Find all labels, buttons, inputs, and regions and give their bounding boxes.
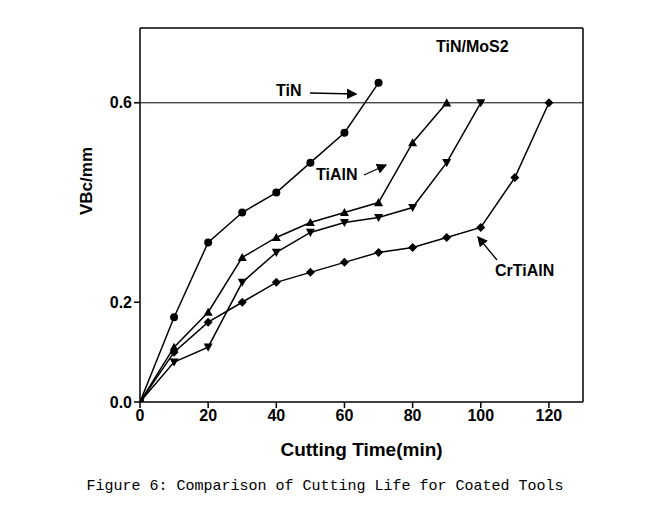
svg-text:20: 20 <box>199 407 217 424</box>
svg-text:0.2: 0.2 <box>110 294 132 311</box>
svg-text:Cutting Time(min): Cutting Time(min) <box>280 439 442 460</box>
svg-text:60: 60 <box>336 407 354 424</box>
html-text:CrTiAlN: CrTiAlN <box>495 262 555 279</box>
svg-text:80: 80 <box>404 407 422 424</box>
svg-text:100: 100 <box>467 407 494 424</box>
svg-text:40: 40 <box>267 407 285 424</box>
html-text:Figure 6: Comparison of Cuttin: Figure 6: Comparison of Cutting Life for… <box>86 478 564 495</box>
html-text:TiN/MoS2: TiN/MoS2 <box>436 38 509 55</box>
svg-text:0.0: 0.0 <box>110 394 132 411</box>
svg-text:VBc/mm: VBc/mm <box>77 147 96 215</box>
html-text:TiAlN: TiAlN <box>316 166 358 183</box>
svg-text:0: 0 <box>136 407 145 424</box>
html-text:TiN: TiN <box>276 82 302 99</box>
svg-text:0.6: 0.6 <box>110 94 132 111</box>
svg-text:120: 120 <box>536 407 563 424</box>
